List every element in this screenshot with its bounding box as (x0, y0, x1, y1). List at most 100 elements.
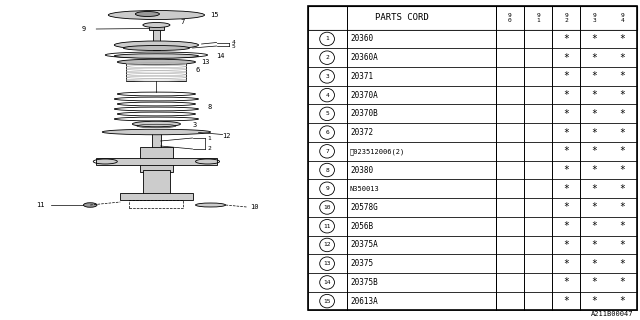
Text: 20380: 20380 (350, 165, 373, 174)
Text: 9: 9 (325, 186, 329, 191)
Circle shape (320, 145, 335, 158)
Text: 14: 14 (323, 280, 331, 285)
Text: Ⓝ023512006(2): Ⓝ023512006(2) (350, 148, 405, 155)
Bar (308, 48, 637, 67)
Circle shape (320, 70, 335, 83)
Text: 7: 7 (180, 19, 185, 25)
Text: 13: 13 (202, 59, 210, 65)
Bar (120, 193, 193, 200)
Text: 9: 9 (81, 26, 86, 32)
Ellipse shape (117, 59, 196, 65)
Text: 7: 7 (325, 149, 329, 154)
Text: *: * (591, 109, 597, 119)
Text: A211B00047: A211B00047 (591, 311, 634, 317)
Text: *: * (563, 71, 569, 81)
Bar (308, 161, 637, 180)
Ellipse shape (115, 41, 198, 49)
Text: *: * (620, 221, 625, 231)
Text: *: * (620, 128, 625, 138)
Circle shape (320, 88, 335, 102)
Text: *: * (620, 296, 625, 306)
Text: *: * (620, 53, 625, 63)
Text: 20375: 20375 (350, 259, 373, 268)
Ellipse shape (136, 12, 159, 17)
Text: *: * (563, 53, 569, 63)
Text: *: * (591, 259, 597, 269)
Text: *: * (563, 221, 569, 231)
Text: *: * (591, 71, 597, 81)
Text: 20375B: 20375B (350, 278, 378, 287)
Text: 9
3: 9 3 (593, 12, 596, 23)
Ellipse shape (108, 11, 205, 20)
Text: 5: 5 (232, 44, 236, 49)
Text: *: * (591, 165, 597, 175)
Bar (149, 27, 164, 30)
Bar (308, 236, 637, 254)
Text: *: * (563, 34, 569, 44)
Text: 2: 2 (325, 55, 329, 60)
Text: 8: 8 (325, 168, 329, 172)
Bar (143, 170, 170, 195)
Text: 12: 12 (323, 243, 331, 247)
Bar (308, 142, 637, 161)
Text: *: * (563, 109, 569, 119)
Text: 4: 4 (232, 40, 236, 45)
Text: *: * (591, 128, 597, 138)
Bar (308, 105, 637, 123)
Text: *: * (620, 165, 625, 175)
Ellipse shape (196, 203, 226, 207)
Circle shape (320, 182, 335, 196)
Text: 14: 14 (216, 52, 225, 59)
Text: *: * (591, 296, 597, 306)
Text: 20360A: 20360A (350, 53, 378, 62)
Text: 8: 8 (207, 104, 212, 110)
Circle shape (320, 220, 335, 233)
Text: *: * (620, 71, 625, 81)
Bar (152, 133, 161, 148)
Bar (126, 62, 186, 81)
Text: 13: 13 (323, 261, 331, 266)
Bar (308, 123, 637, 142)
Circle shape (320, 32, 335, 46)
Bar (308, 29, 637, 48)
Bar (308, 67, 637, 86)
Text: *: * (563, 165, 569, 175)
Bar (308, 86, 637, 105)
Text: *: * (620, 34, 625, 44)
Text: *: * (563, 90, 569, 100)
Text: *: * (620, 109, 625, 119)
Ellipse shape (102, 129, 211, 135)
Bar (308, 6, 637, 29)
Text: *: * (591, 277, 597, 287)
Text: 1: 1 (325, 36, 329, 42)
Text: 9
1: 9 1 (536, 12, 540, 23)
Bar (308, 198, 637, 217)
Text: 1: 1 (207, 135, 211, 140)
Text: 3: 3 (193, 122, 196, 128)
Text: 6: 6 (196, 67, 200, 73)
Text: *: * (620, 146, 625, 156)
Bar (308, 254, 637, 273)
Bar (308, 292, 637, 310)
Text: *: * (563, 184, 569, 194)
Text: *: * (563, 259, 569, 269)
Text: 20370A: 20370A (350, 91, 378, 100)
Text: 20375A: 20375A (350, 240, 378, 250)
Bar (140, 147, 173, 172)
Bar (153, 30, 160, 50)
Text: 10: 10 (323, 205, 331, 210)
Text: *: * (563, 240, 569, 250)
Text: *: * (591, 90, 597, 100)
Text: 20360: 20360 (350, 35, 373, 44)
Circle shape (320, 126, 335, 139)
Text: 3: 3 (325, 74, 329, 79)
Text: *: * (591, 34, 597, 44)
Text: *: * (563, 146, 569, 156)
Text: *: * (563, 128, 569, 138)
Circle shape (320, 276, 335, 289)
Text: 9
0: 9 0 (508, 12, 512, 23)
Text: 2: 2 (207, 147, 211, 151)
Circle shape (320, 201, 335, 214)
Ellipse shape (115, 54, 198, 58)
Text: PARTS CORD: PARTS CORD (375, 13, 429, 22)
